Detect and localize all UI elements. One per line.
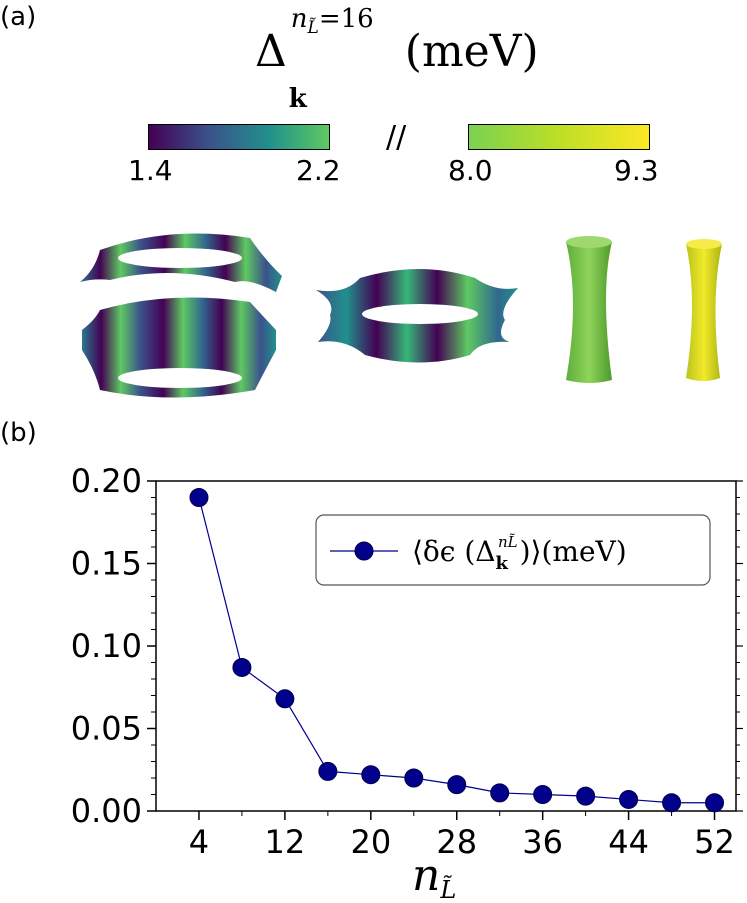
x-tick-label: 52 bbox=[694, 823, 735, 861]
data-point bbox=[404, 768, 424, 788]
data-point bbox=[576, 786, 596, 806]
fermi-surfaces bbox=[80, 233, 722, 398]
title-superscript-sub: L̃ bbox=[307, 18, 319, 38]
title-superscript-value: =16 bbox=[318, 4, 374, 34]
y-tick-label: 0.15 bbox=[71, 545, 142, 583]
data-point bbox=[662, 793, 682, 813]
data-point bbox=[619, 789, 639, 809]
legend: ⟨δϵ (ΔknL̃)⟩(meV) bbox=[315, 514, 711, 586]
sheet-2 bbox=[316, 269, 518, 363]
colorbar-right bbox=[468, 124, 650, 150]
colorbar-right-max: 9.3 bbox=[614, 154, 659, 187]
colorbar-left bbox=[148, 124, 330, 150]
title-superscript: n bbox=[290, 4, 308, 34]
title-subscript: k bbox=[288, 84, 307, 114]
data-point bbox=[275, 689, 295, 709]
x-tick-label: 44 bbox=[608, 823, 649, 861]
panel-b-label: (b) bbox=[0, 418, 37, 448]
y-tick-label: 0.05 bbox=[71, 710, 142, 748]
x-tick-label: 4 bbox=[189, 823, 209, 861]
colorbar-left-max: 2.2 bbox=[296, 154, 341, 187]
x-tick-label: 20 bbox=[350, 823, 391, 861]
y-tick-label: 0.00 bbox=[71, 792, 142, 830]
colorbar-right-min: 8.0 bbox=[448, 154, 493, 187]
data-point bbox=[361, 765, 381, 785]
data-point bbox=[447, 775, 467, 795]
x-tick-label: 28 bbox=[436, 823, 477, 861]
title-symbol: Δ bbox=[255, 26, 287, 77]
break-mark: // bbox=[386, 120, 407, 155]
sheet-3 bbox=[566, 236, 612, 383]
legend-label: ⟨δϵ (ΔknL̃)⟩(meV) bbox=[412, 533, 627, 574]
data-point bbox=[490, 783, 510, 803]
panel-a-label: (a) bbox=[0, 2, 37, 32]
data-point bbox=[189, 488, 209, 507]
data-point bbox=[232, 657, 252, 677]
data-point bbox=[705, 793, 725, 813]
title-unit: (meV) bbox=[404, 26, 539, 77]
x-tick-label: 12 bbox=[265, 823, 306, 861]
x-axis-label: nL̃ bbox=[412, 850, 456, 903]
y-tick-label: 0.20 bbox=[71, 462, 142, 500]
y-tick-label: 0.10 bbox=[71, 627, 142, 665]
sheet-1 bbox=[80, 233, 282, 398]
data-point bbox=[533, 785, 553, 804]
data-point bbox=[318, 761, 338, 781]
x-tick-label: 36 bbox=[522, 823, 563, 861]
sheet-4 bbox=[686, 239, 722, 381]
colorbar-left-min: 1.4 bbox=[128, 154, 173, 187]
